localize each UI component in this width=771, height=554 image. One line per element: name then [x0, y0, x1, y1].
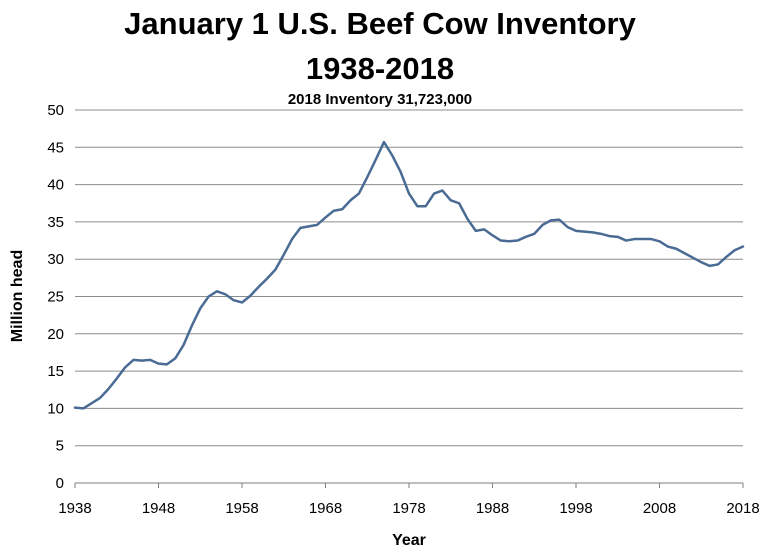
x-tick-label: 1988	[476, 500, 509, 517]
x-tick-labels: 1938 1948 1958 1968 1978 1988 1998 2008 2018	[58, 500, 759, 517]
y-tick-label: 0	[56, 475, 64, 492]
y-tick-label: 50	[47, 102, 64, 119]
y-tick-labels: 0 5 10 15 20 25 30 35 40 45 50	[47, 102, 64, 492]
y-tick-label: 35	[47, 214, 64, 231]
y-tick-label: 10	[47, 400, 64, 417]
y-axis-title: Million head	[9, 250, 26, 342]
y-tick-label: 30	[47, 251, 64, 268]
y-tick-label: 45	[47, 139, 64, 156]
y-tick-label: 5	[56, 438, 64, 455]
x-tick-label: 1968	[309, 500, 342, 517]
chart-subtitle: 2018 Inventory 31,723,000	[288, 91, 472, 108]
x-tick-label: 1978	[392, 500, 425, 517]
y-tick-label: 20	[47, 326, 64, 343]
x-tick-label: 2008	[643, 500, 676, 517]
x-tick-label: 1938	[58, 500, 91, 517]
chart-title-line2: 1938-2018	[306, 51, 454, 86]
series-line-0	[73, 140, 745, 410]
chart-title-line1: January 1 U.S. Beef Cow Inventory	[124, 6, 636, 41]
y-tick-label: 25	[47, 289, 64, 306]
y-tick-label: 40	[47, 177, 64, 194]
y-tick-label: 15	[47, 363, 64, 380]
x-tick-label: 2018	[726, 500, 759, 517]
axes	[74, 482, 744, 488]
series-layer	[73, 140, 745, 410]
x-axis-title: Year	[392, 532, 426, 549]
x-tick-label: 1958	[225, 500, 258, 517]
x-tick-label: 1998	[559, 500, 592, 517]
x-tick-label: 1948	[142, 500, 175, 517]
gridlines	[75, 109, 743, 447]
